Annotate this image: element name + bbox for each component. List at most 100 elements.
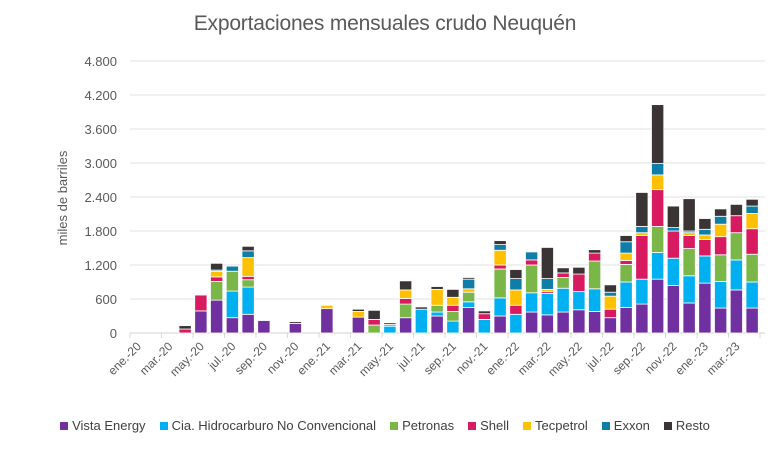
- bar-stack-jun.-21: [399, 280, 413, 334]
- legend-label: Exxon: [613, 418, 650, 433]
- bar-segment-resto: [414, 306, 428, 310]
- bar-stack-ene.-21: [320, 304, 334, 334]
- bar-segment-shell: [367, 318, 381, 326]
- bar-segment-cia-hidrocarburo-no-convencional: [241, 286, 255, 315]
- bar-segment-vista-energy: [351, 316, 365, 334]
- bar-segment-petronas: [729, 232, 743, 261]
- bar-stack-sep.-22: [635, 192, 649, 334]
- y-tick-label: 3.600: [84, 122, 117, 137]
- y-axis-ticks: 0 600 1.200 1.800 2.400 3.000 3.600 4.200 4.800: [84, 54, 117, 341]
- bar-segment-cia-hidrocarburo-no-convencional: [556, 287, 570, 313]
- y-axis-label: miles de barriles: [55, 150, 70, 245]
- bar-segment-tecpetrol: [462, 288, 476, 293]
- bar-segment-vista-energy: [745, 307, 759, 334]
- bar-segment-tecpetrol: [714, 223, 728, 238]
- bar-segment-shell: [603, 308, 617, 319]
- bar-segment-vista-energy: [588, 311, 602, 334]
- x-tick-label: mar.-23: [704, 339, 743, 378]
- x-tick-label: ene.-20: [105, 339, 144, 378]
- bar-segment-cia-hidrocarburo-no-convencional: [651, 252, 665, 280]
- legend-label: Shell: [480, 418, 510, 433]
- y-tick-label: 1.800: [84, 224, 117, 239]
- legend-swatch-icon: [601, 421, 610, 430]
- bar-segment-shell: [666, 230, 680, 259]
- bar-segment-exxon: [651, 163, 665, 176]
- bar-stack-jul.-20: [225, 265, 239, 334]
- bar-segment-shell: [714, 236, 728, 256]
- bar-segment-exxon: [666, 227, 680, 232]
- y-tick-label: 3.000: [84, 156, 117, 171]
- bar-segment-petronas: [430, 304, 444, 313]
- legend-item: Petronas: [390, 418, 454, 433]
- bar-segment-petronas: [619, 264, 633, 283]
- bar-segment-shell: [241, 275, 255, 281]
- bar-segment-vista-energy: [603, 317, 617, 334]
- x-tick-label: ene.-23: [672, 339, 711, 378]
- bar-segment-vista-energy: [619, 307, 633, 334]
- bar-segment-tecpetrol: [320, 304, 334, 310]
- bar-stack-ago.-21: [430, 286, 444, 334]
- bar-segment-cia-hidrocarburo-no-convencional: [414, 308, 428, 334]
- bar-segment-vista-energy: [635, 303, 649, 334]
- x-tick-label: sep.-22: [610, 339, 648, 377]
- legend-swatch-icon: [60, 421, 69, 430]
- bar-segment-shell: [399, 298, 413, 305]
- bar-segment-vista-energy: [729, 289, 743, 334]
- bar-segment-exxon: [525, 251, 539, 261]
- bar-stack-mar.-21: [351, 308, 365, 334]
- bar-segment-cia-hidrocarburo-no-convencional: [540, 292, 554, 316]
- bar-segment-resto: [399, 280, 413, 291]
- bar-stack-ago.-20: [241, 245, 255, 334]
- bar-segment-resto: [651, 104, 665, 164]
- bar-stack-may.-22: [572, 266, 586, 334]
- y-tick-label: 4.200: [84, 88, 117, 103]
- bar-segment-shell: [446, 304, 460, 312]
- bar-segment-tecpetrol: [210, 270, 224, 278]
- bar-segment-petronas: [399, 303, 413, 319]
- bar-segment-resto: [729, 203, 743, 217]
- bar-segment-exxon: [241, 250, 255, 259]
- bar-stack-may.-21: [383, 322, 397, 334]
- bar-segment-cia-hidrocarburo-no-convencional: [509, 313, 523, 334]
- bar-stack-abr.-21: [367, 309, 381, 334]
- legend-swatch-icon: [468, 421, 477, 430]
- bar-segment-shell: [682, 235, 696, 249]
- bar-stack-nov.-20: [288, 321, 302, 334]
- legend-swatch-icon: [663, 421, 672, 430]
- bar-segment-resto: [462, 277, 476, 280]
- bar-segment-resto: [682, 198, 696, 232]
- bar-segment-resto: [603, 284, 617, 293]
- bar-segment-exxon: [619, 241, 633, 254]
- bar-segment-shell: [556, 272, 570, 278]
- y-tick-label: 2.400: [84, 190, 117, 205]
- bar-segment-vista-energy: [682, 302, 696, 334]
- legend-label: Resto: [675, 418, 710, 433]
- bar-stack-dic.-21: [493, 240, 507, 334]
- bar-segment-cia-hidrocarburo-no-convencional: [666, 257, 680, 286]
- bar-segment-petronas: [367, 324, 381, 334]
- y-tick-label: 4.800: [84, 54, 117, 69]
- bar-stack-ene.-22: [509, 269, 523, 334]
- bar-segment-resto: [477, 310, 491, 315]
- bar-segment-resto: [698, 218, 712, 230]
- bar-segment-cia-hidrocarburo-no-convencional: [493, 297, 507, 317]
- bar-segment-shell: [651, 189, 665, 227]
- x-tick-label: may.-21: [356, 339, 396, 379]
- bar-segment-petronas: [493, 268, 507, 299]
- bar-segment-tecpetrol: [635, 232, 649, 236]
- bar-segment-petronas: [714, 254, 728, 282]
- bar-segment-petronas: [682, 248, 696, 277]
- bar-segment-cia-hidrocarburo-no-convencional: [462, 301, 476, 308]
- bar-stack-sep.-21: [446, 288, 460, 334]
- bar-segment-shell: [493, 264, 507, 270]
- bar-stack-nov.-22: [666, 205, 680, 334]
- chart-title: Exportaciones mensuales crudo Neuquén: [193, 12, 577, 35]
- bar-segment-vista-energy: [194, 310, 208, 334]
- bar-segment-vista-energy: [399, 317, 413, 334]
- bar-segment-cia-hidrocarburo-no-convencional: [714, 281, 728, 309]
- bar-stack-oct.-21: [462, 277, 476, 334]
- bar-segment-tecpetrol: [493, 249, 507, 266]
- x-tick-label: sep.-21: [421, 339, 459, 377]
- bar-segment-shell: [178, 328, 192, 334]
- bar-segment-vista-energy: [430, 315, 444, 334]
